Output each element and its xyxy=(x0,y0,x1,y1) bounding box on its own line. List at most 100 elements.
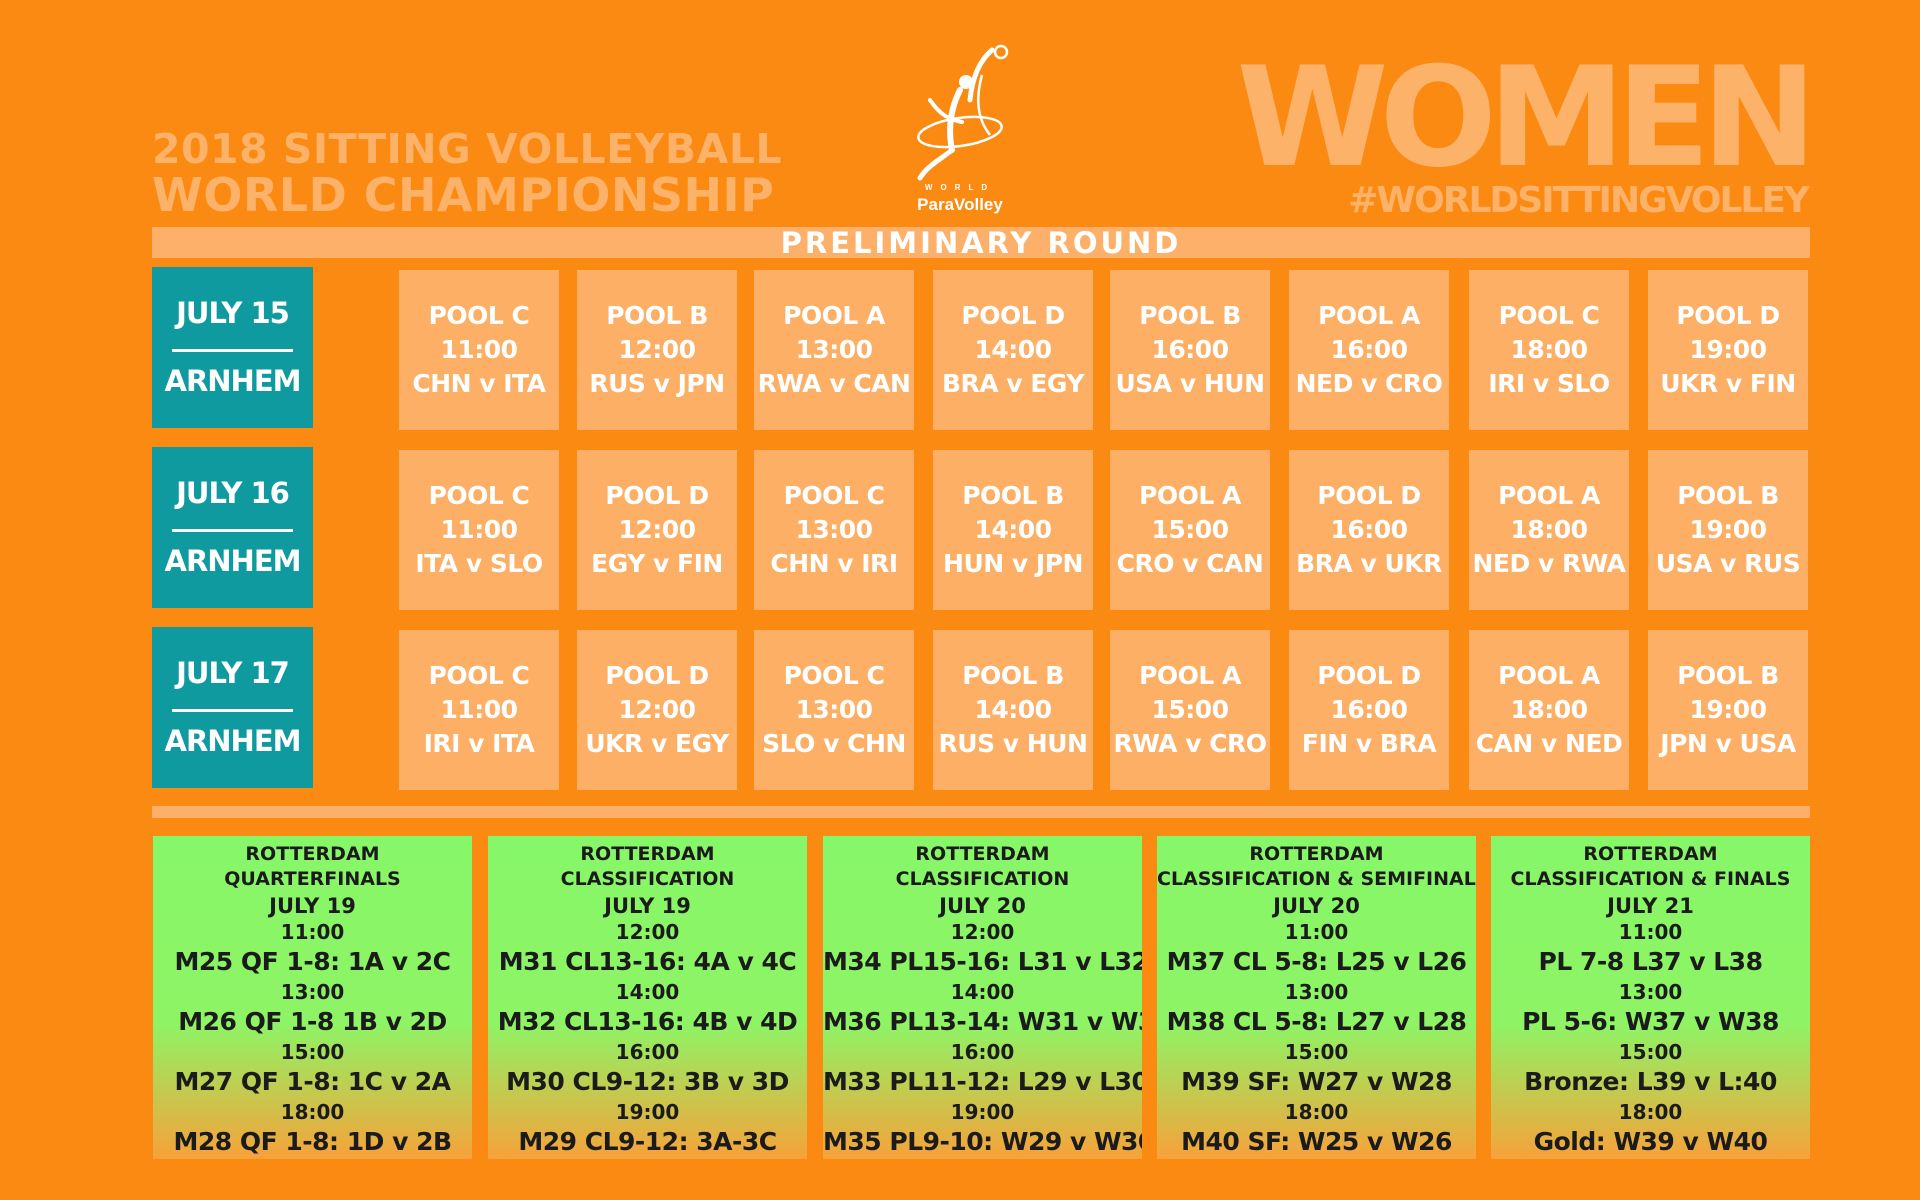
match-time: 15:00 xyxy=(1151,515,1229,544)
match-card: POOL C 11:00 IRI v ITA xyxy=(399,630,559,790)
match-card: POOL C 13:00 CHN v IRI xyxy=(754,450,914,610)
day-date: JULY 16 xyxy=(176,476,290,510)
venue-city: ROTTERDAM xyxy=(915,843,1050,865)
game-match: Gold: W39 v W40 xyxy=(1533,1127,1768,1156)
match-teams: BRA v EGY xyxy=(941,369,1085,398)
game-match: M37 CL 5-8: L25 v L26 xyxy=(1166,947,1467,976)
match-card: POOL D 14:00 BRA v EGY xyxy=(933,270,1093,430)
match-teams: NED v CRO xyxy=(1295,369,1443,398)
game-match: M28 QF 1-8: 1D v 2B xyxy=(173,1127,452,1156)
match-card: POOL C 11:00 ITA v SLO xyxy=(399,450,559,610)
match-pool: POOL D xyxy=(605,481,709,510)
match-pool: POOL C xyxy=(428,481,530,510)
day-divider xyxy=(172,529,293,532)
match-card: POOL B 14:00 HUN v JPN xyxy=(933,450,1093,610)
match-pool: POOL B xyxy=(962,661,1064,690)
logo-label-small: WORLD xyxy=(925,183,995,192)
game-time: 13:00 xyxy=(1284,980,1349,1004)
day-city: ARNHEM xyxy=(164,544,302,578)
day-header: JULY 17 ARNHEM xyxy=(152,627,313,788)
game-time: 15:00 xyxy=(280,1040,345,1064)
match-teams: IRI v ITA xyxy=(423,729,535,758)
match-teams: JPN v USA xyxy=(1660,729,1796,758)
match-card: POOL C 18:00 IRI v SLO xyxy=(1469,270,1629,430)
match-time: 19:00 xyxy=(1689,695,1767,724)
day-date: JULY 17 xyxy=(176,656,290,690)
match-pool: POOL D xyxy=(961,301,1065,330)
match-teams: RWA v CAN xyxy=(757,369,911,398)
match-card: POOL D 16:00 FIN v BRA xyxy=(1289,630,1449,790)
match-card: POOL A 15:00 RWA v CRO xyxy=(1110,630,1270,790)
knockout-day-card: ROTTERDAM CLASSIFICATION JULY 20 12:00 M34 P… xyxy=(823,836,1142,1159)
match-time: 12:00 xyxy=(618,515,696,544)
game-match: M26 QF 1-8 1B v 2D xyxy=(178,1007,447,1036)
knockout-day-card: ROTTERDAM CLASSIFICATION & FINALS JULY 21 1… xyxy=(1491,836,1810,1159)
match-pool: POOL C xyxy=(428,661,530,690)
match-card: POOL B 19:00 JPN v USA xyxy=(1648,630,1808,790)
stage-date: JULY 20 xyxy=(939,894,1026,918)
match-time: 18:00 xyxy=(1510,695,1588,724)
match-pool: POOL D xyxy=(605,661,709,690)
game-match: M27 QF 1-8: 1C v 2A xyxy=(174,1067,451,1096)
knockout-day-card: ROTTERDAM CLASSIFICATION JULY 19 12:00 M31 C… xyxy=(488,836,807,1159)
game-time: 13:00 xyxy=(1618,980,1683,1004)
match-card: POOL D 16:00 BRA v UKR xyxy=(1289,450,1449,610)
match-card: POOL B 14:00 RUS v HUN xyxy=(933,630,1093,790)
day-header: JULY 16 ARNHEM xyxy=(152,447,313,608)
match-time: 13:00 xyxy=(795,335,873,364)
match-time: 14:00 xyxy=(974,335,1052,364)
day-divider xyxy=(172,709,293,712)
match-card: POOL A 18:00 NED v RWA xyxy=(1469,450,1629,610)
game-time: 11:00 xyxy=(1618,920,1683,944)
match-teams: RUS v JPN xyxy=(589,369,725,398)
category-heading: WOMEN xyxy=(1236,37,1817,198)
match-card: POOL D 19:00 UKR v FIN xyxy=(1648,270,1808,430)
match-card: POOL C 13:00 SLO v CHN xyxy=(754,630,914,790)
match-time: 16:00 xyxy=(1330,335,1408,364)
match-card: POOL A 18:00 CAN v NED xyxy=(1469,630,1629,790)
game-time: 13:00 xyxy=(280,980,345,1004)
game-match: M31 CL13-16: 4A v 4C xyxy=(498,947,797,976)
match-pool: POOL C xyxy=(783,481,885,510)
hashtag: #WORLDSITTINGVOLLEY xyxy=(1348,180,1810,221)
match-time: 11:00 xyxy=(440,515,518,544)
stage-name: CLASSIFICATION & SEMIFINALS xyxy=(1157,868,1476,890)
venue-city: ROTTERDAM xyxy=(1583,843,1718,865)
match-card: POOL D 12:00 UKR v EGY xyxy=(577,630,737,790)
day-header: JULY 15 ARNHEM xyxy=(152,267,313,428)
venue-city: ROTTERDAM xyxy=(580,843,715,865)
match-pool: POOL B xyxy=(1677,661,1779,690)
match-teams: RWA v CRO xyxy=(1113,729,1267,758)
game-match: M36 PL13-14: W31 v W32 xyxy=(823,1007,1142,1036)
match-teams: IRI v SLO xyxy=(1488,369,1610,398)
game-match: M38 CL 5-8: L27 v L28 xyxy=(1166,1007,1467,1036)
game-time: 11:00 xyxy=(280,920,345,944)
match-time: 12:00 xyxy=(618,335,696,364)
match-time: 19:00 xyxy=(1689,335,1767,364)
day-divider xyxy=(172,349,293,352)
stage-name: CLASSIFICATION xyxy=(560,868,735,890)
match-pool: POOL D xyxy=(1676,301,1780,330)
game-match: M39 SF: W27 v W28 xyxy=(1181,1067,1452,1096)
stage-name: CLASSIFICATION xyxy=(895,868,1070,890)
game-match: M29 CL9-12: 3A-3C xyxy=(518,1127,777,1156)
match-time: 11:00 xyxy=(440,695,518,724)
match-teams: RUS v HUN xyxy=(938,729,1088,758)
match-card: POOL D 12:00 EGY v FIN xyxy=(577,450,737,610)
match-pool: POOL C xyxy=(1498,301,1600,330)
game-time: 18:00 xyxy=(280,1100,345,1124)
match-pool: POOL D xyxy=(1317,661,1421,690)
match-time: 19:00 xyxy=(1689,515,1767,544)
match-time: 14:00 xyxy=(974,695,1052,724)
match-teams: UKR v FIN xyxy=(1660,369,1796,398)
match-time: 16:00 xyxy=(1330,695,1408,724)
knockout-day-card: ROTTERDAM QUARTERFINALS JULY 19 11:00 M25 QF… xyxy=(153,836,472,1159)
game-match: M32 CL13-16: 4B v 4D xyxy=(497,1007,798,1036)
match-card: POOL B 12:00 RUS v JPN xyxy=(577,270,737,430)
game-match: M25 QF 1-8: 1A v 2C xyxy=(174,947,451,976)
match-pool: POOL A xyxy=(1498,661,1600,690)
match-time: 12:00 xyxy=(618,695,696,724)
game-time: 18:00 xyxy=(1284,1100,1349,1124)
section-divider xyxy=(152,806,1810,818)
game-time: 19:00 xyxy=(615,1100,680,1124)
